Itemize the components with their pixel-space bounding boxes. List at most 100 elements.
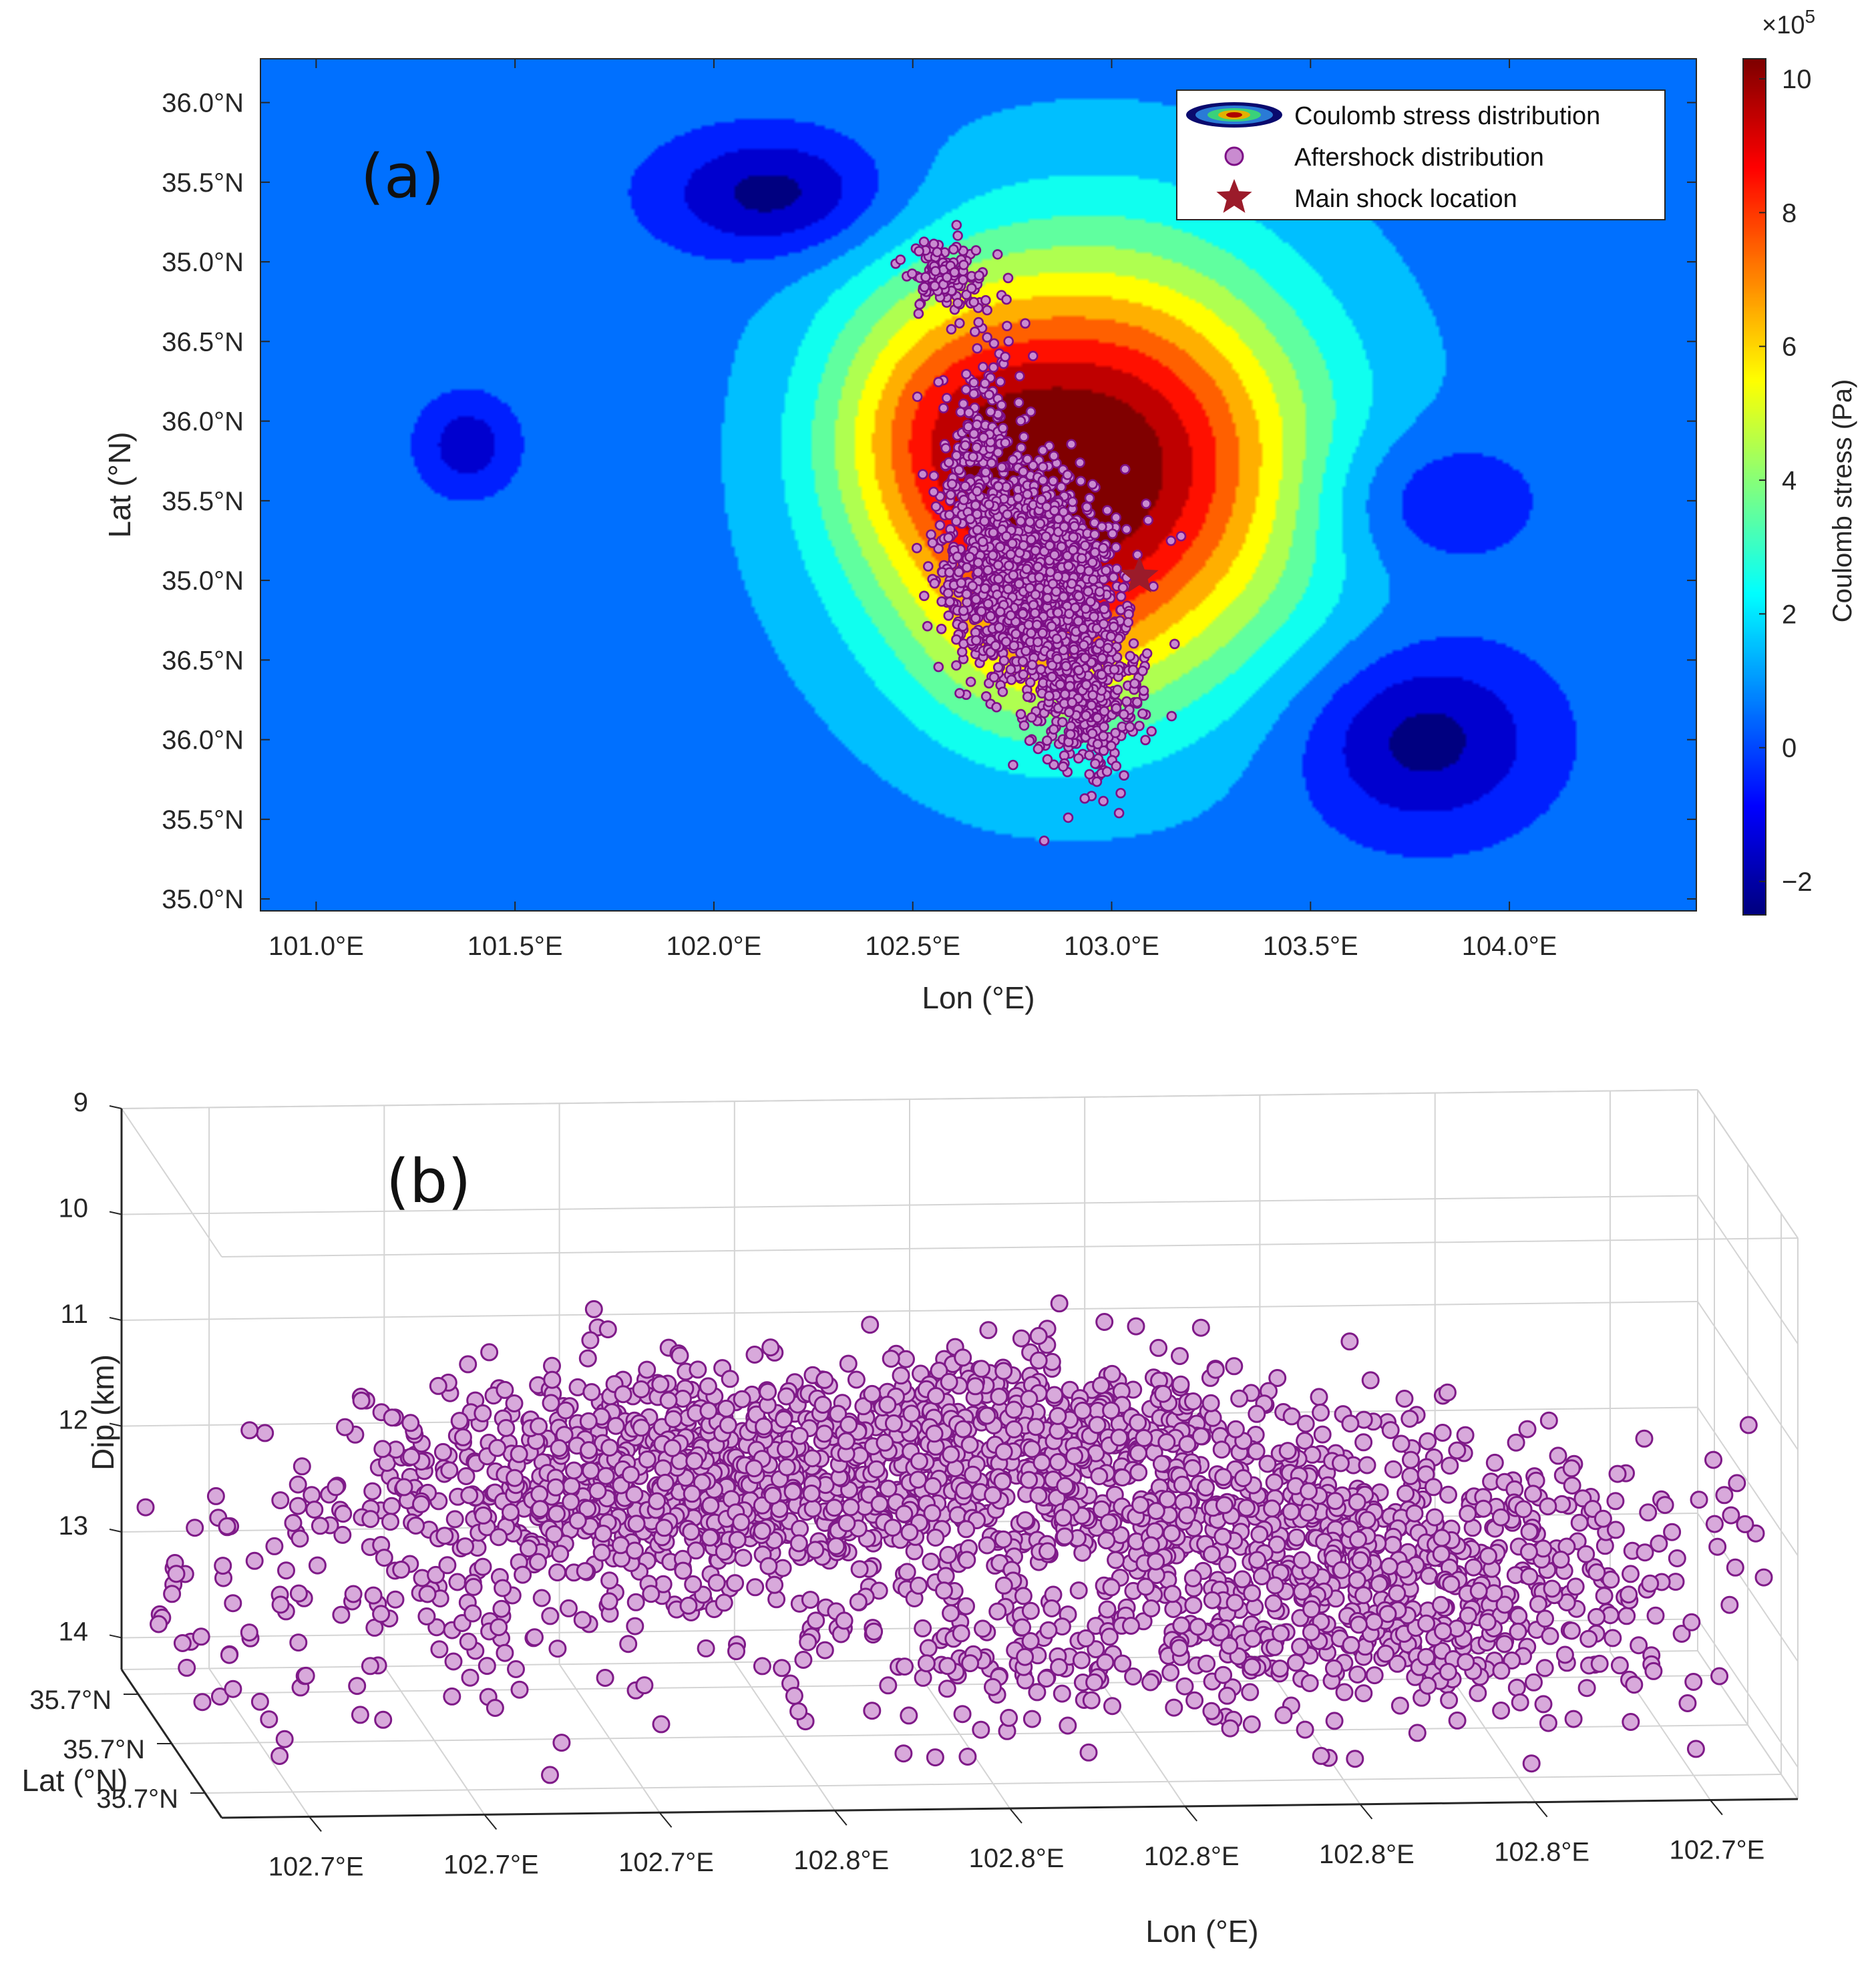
aftershock-point — [928, 238, 940, 250]
hypocenter-point — [715, 1593, 733, 1612]
hypocenter-point — [1491, 1508, 1510, 1527]
aftershock-point — [967, 580, 978, 592]
hypocenter-point — [497, 1418, 516, 1437]
hypocenter-point — [1448, 1441, 1467, 1460]
aftershock-point — [1117, 582, 1129, 593]
hypocenter-point — [1579, 1629, 1598, 1648]
aftershock-point — [1022, 489, 1033, 500]
aftershock-point — [1099, 721, 1109, 733]
hypocenter-point — [1162, 1524, 1181, 1543]
hypocenter-point — [960, 1436, 979, 1454]
aftershock-point — [1075, 564, 1086, 575]
hypocenter-point — [1214, 1468, 1233, 1487]
aftershock-point — [1057, 717, 1068, 728]
hypocenter-point — [1539, 1497, 1557, 1516]
hypocenter-point — [1456, 1426, 1475, 1444]
hypocenter-point — [1203, 1545, 1221, 1564]
hypocenter-point — [1610, 1656, 1629, 1675]
aftershock-point — [1008, 640, 1020, 651]
aftershock-point — [1098, 542, 1109, 554]
aftershock-point — [1110, 727, 1121, 739]
hypocenter-point — [1417, 1614, 1436, 1633]
aftershock-point — [1175, 531, 1187, 542]
colorbar-tick-label: 6 — [1782, 333, 1797, 362]
colorbar-label: Coulomb stress (Pa) — [1828, 379, 1857, 623]
aftershock-point — [1098, 618, 1109, 630]
hypocenter-point — [1625, 1676, 1644, 1694]
aftershock-point — [1132, 549, 1143, 560]
aftershock-point — [968, 297, 979, 308]
y-tick-label: 36.0°N — [162, 407, 244, 437]
aftershock-point — [1013, 397, 1024, 408]
hypocenter-point — [1201, 1394, 1220, 1412]
hypocenter-point — [1049, 1406, 1067, 1425]
aftershock-point — [1008, 759, 1018, 771]
aftershock-point — [1017, 656, 1028, 667]
aftershock-point — [926, 529, 936, 540]
y-tick-label: 35.0°N — [162, 248, 244, 277]
hypocenter-point — [1300, 1674, 1319, 1692]
hypocenter-point — [1587, 1563, 1606, 1581]
hypocenter-point — [839, 1354, 858, 1373]
aftershock-point — [1033, 561, 1043, 572]
hypocenter-point — [579, 1412, 598, 1430]
aftershock-point — [895, 254, 906, 265]
hypocenter-point — [671, 1346, 689, 1365]
hypocenter-point — [548, 1505, 566, 1523]
aftershock-point — [994, 606, 1006, 618]
hypocenter-point — [1212, 1440, 1231, 1459]
hypocenter-point — [925, 1424, 944, 1443]
legend-label-aftershock: Aftershock distribution — [1294, 144, 1544, 172]
aftershock-point — [992, 662, 1004, 673]
aftershock-point — [1068, 532, 1079, 543]
aftershock-point — [994, 542, 1006, 552]
aftershock-point — [1067, 697, 1078, 708]
aftershock-point — [1026, 534, 1037, 546]
aftershock-point — [1079, 793, 1090, 804]
hypocenter-point — [1577, 1679, 1596, 1698]
hypocenter-point — [1686, 1740, 1705, 1758]
hypocenter-point — [474, 1506, 493, 1525]
aftershock-point — [977, 536, 988, 548]
aftershock-point — [958, 274, 968, 285]
hypocenter-point — [1432, 1595, 1450, 1614]
hypocenter-point — [815, 1370, 834, 1389]
aftershock-point — [1081, 502, 1093, 513]
hypocenter-point — [964, 1465, 982, 1484]
hypocenter-point — [1213, 1527, 1232, 1546]
hypocenter-point — [1400, 1410, 1419, 1428]
aftershock-point — [1112, 684, 1123, 695]
aftershock-point — [951, 450, 962, 461]
hypocenter-point — [825, 1499, 843, 1517]
hypocenter-point — [994, 1530, 1012, 1549]
hypocenter-point — [753, 1657, 771, 1676]
hypocenter-point — [1349, 1530, 1367, 1549]
hypocenter-point — [1507, 1678, 1526, 1697]
hypocenter-point — [895, 1505, 914, 1523]
aftershock-point — [1018, 466, 1028, 477]
hypocenter-point — [1230, 1389, 1249, 1408]
aftershock-point — [955, 407, 966, 417]
aftershock-point — [1018, 540, 1029, 551]
hypocenter-point — [1197, 1479, 1215, 1497]
aftershock-point — [1005, 610, 1016, 621]
aftershock-point — [1014, 371, 1025, 382]
hypocenter-point — [1113, 1468, 1132, 1487]
hypocenter-point — [827, 1537, 846, 1555]
aftershock-point — [970, 245, 982, 256]
hypocenter-point — [1370, 1575, 1388, 1593]
hypocenter-point — [1656, 1496, 1674, 1515]
hypocenter-point — [1092, 1376, 1111, 1395]
aftershock-point — [980, 467, 991, 477]
hypocenter-point — [954, 1420, 972, 1438]
aftershock-point — [1107, 528, 1118, 540]
hypocenter-point — [1296, 1414, 1315, 1433]
hypocenter-point — [841, 1498, 860, 1517]
hypocenter-point — [755, 1417, 773, 1436]
aftershock-point — [1081, 679, 1092, 691]
aftershock-point — [980, 378, 990, 389]
aftershock-point — [1064, 707, 1075, 718]
hypocenter-point — [957, 1520, 976, 1539]
hypocenter-point — [783, 1483, 802, 1501]
hypocenter-point — [1171, 1375, 1190, 1394]
